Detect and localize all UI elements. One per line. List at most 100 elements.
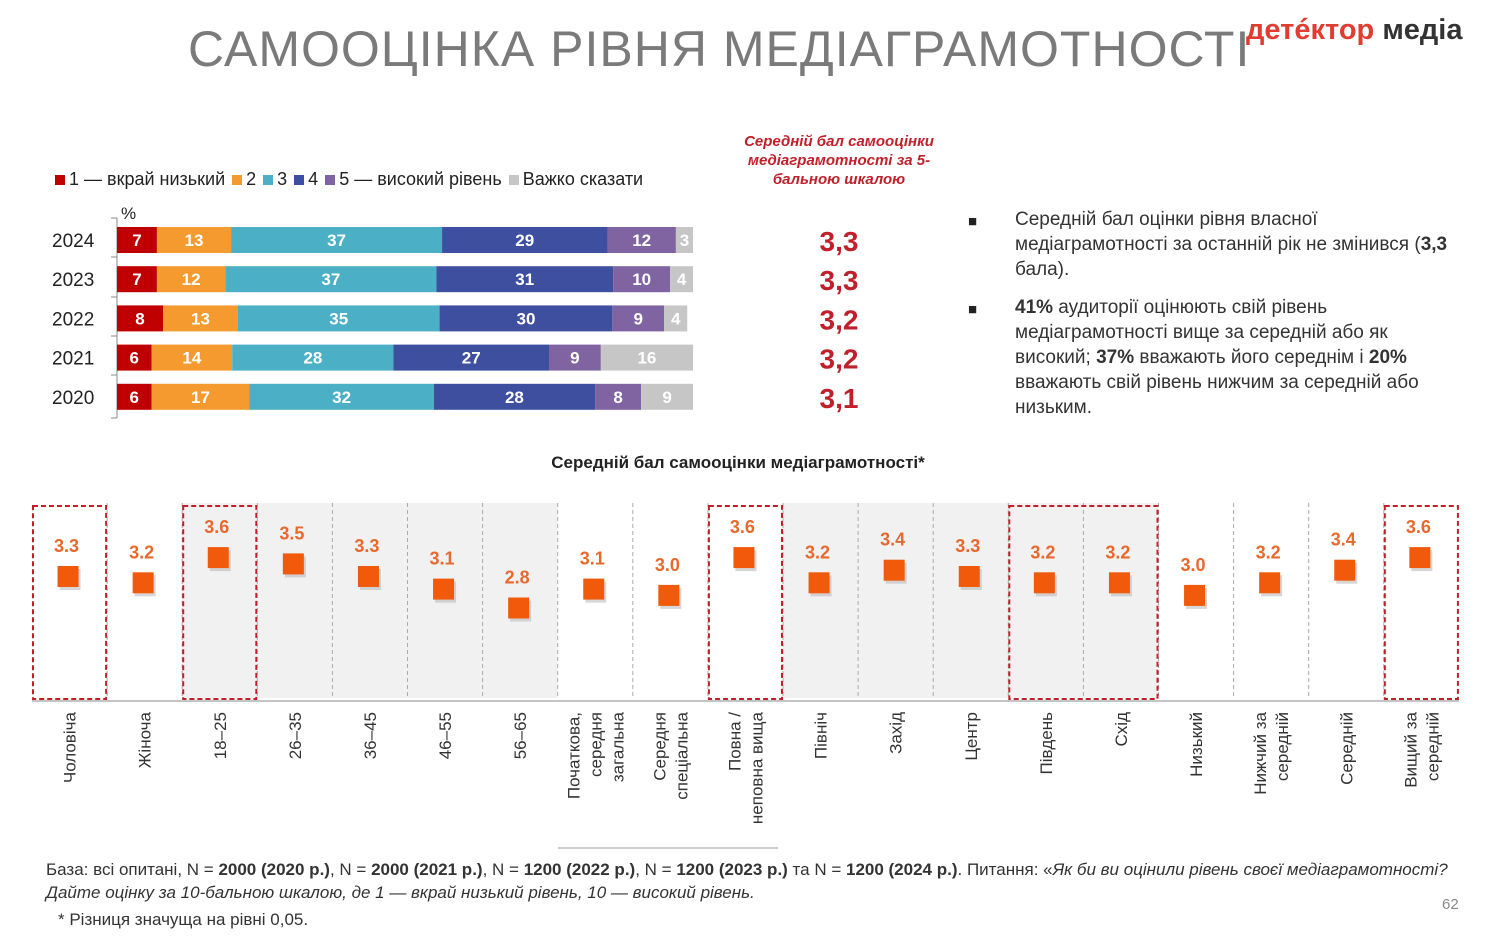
significance-highlight bbox=[707, 505, 784, 700]
column-band bbox=[1008, 503, 1084, 698]
significance-note: * Різниця значуща на рівні 0,05. bbox=[58, 910, 309, 929]
category-label-line: 26–35 bbox=[286, 712, 305, 759]
legend-item: 3 bbox=[263, 169, 287, 190]
year-label: 2023 bbox=[52, 270, 94, 291]
year-label: 2021 bbox=[52, 349, 94, 370]
legend-label: 3 bbox=[277, 169, 288, 189]
column-band bbox=[783, 503, 859, 698]
score-point bbox=[808, 572, 830, 594]
score-point bbox=[132, 572, 154, 594]
bar-value-label: 12 bbox=[632, 231, 651, 250]
bar-value-label: 8 bbox=[613, 388, 622, 407]
bar-segment bbox=[249, 383, 434, 410]
bar-value-label: 7 bbox=[132, 270, 141, 289]
bar-value-label: 8 bbox=[135, 309, 144, 328]
bar-value-label: 37 bbox=[321, 270, 340, 289]
score-label: 2.8 bbox=[505, 568, 530, 588]
average-score-value: 3,3 bbox=[820, 265, 859, 296]
bar-segment bbox=[670, 266, 693, 293]
score-label: 3.3 bbox=[354, 536, 379, 556]
category-label-line: Північ bbox=[812, 712, 831, 759]
legend-swatch bbox=[294, 174, 305, 185]
category-label-line: Нижчий за bbox=[1251, 711, 1270, 794]
category-label: 26–35 bbox=[286, 712, 305, 759]
category-label-line: Середня bbox=[650, 712, 669, 781]
bar-value-label: 37 bbox=[327, 231, 346, 250]
score-point bbox=[1409, 547, 1431, 569]
bar-segment bbox=[664, 305, 688, 332]
score-point bbox=[207, 547, 229, 569]
category-label: Середня спеціальна bbox=[650, 711, 691, 799]
average-score-value: 3,2 bbox=[820, 304, 859, 335]
score-label: 3.2 bbox=[1105, 542, 1130, 562]
text-fragment: аудиторії оцінюють свій рівень медіаграм… bbox=[1015, 297, 1388, 368]
bar-value-label: 16 bbox=[637, 349, 656, 368]
legend-label: 5 — високий рівень bbox=[339, 169, 502, 189]
text-fragment: , N = bbox=[482, 860, 524, 879]
text-fragment: 41% bbox=[1015, 297, 1054, 318]
category-label-line: Середній bbox=[1337, 712, 1356, 785]
text-fragment: 20% bbox=[1368, 347, 1407, 368]
column-band bbox=[182, 503, 258, 698]
bar-value-label: 7 bbox=[132, 231, 141, 250]
bar-segment bbox=[607, 227, 676, 253]
score-label: 3.4 bbox=[880, 530, 905, 550]
column-band bbox=[332, 503, 408, 698]
text-fragment: База: всі опитані, N = bbox=[46, 860, 219, 879]
bar-value-label: 6 bbox=[130, 388, 139, 407]
category-label-line: середній bbox=[1423, 712, 1442, 781]
bar-segment bbox=[393, 344, 549, 371]
score-label: 3.2 bbox=[1030, 542, 1055, 562]
category-label: Жіноча bbox=[136, 711, 155, 768]
finding-bullet: ■ Середній бал оцінки рівня власної медіа… bbox=[968, 207, 1468, 282]
category-label: 36–45 bbox=[361, 712, 380, 759]
category-label-line: Жіноча bbox=[136, 711, 155, 768]
significance-highlight bbox=[1008, 505, 1159, 700]
bar-segment bbox=[600, 344, 693, 371]
score-point bbox=[1108, 572, 1130, 594]
category-label: Повна / неповна вища bbox=[725, 711, 766, 824]
score-point bbox=[1334, 559, 1356, 581]
bar-value-label: 35 bbox=[329, 309, 348, 328]
significance-highlight bbox=[32, 505, 108, 700]
category-label-line: Початкова, bbox=[564, 712, 583, 799]
category-label: Чоловіча bbox=[61, 711, 80, 783]
category-label-line: Схід bbox=[1112, 712, 1131, 747]
category-label: Захід bbox=[887, 712, 906, 754]
category-label: Низький bbox=[1187, 712, 1206, 777]
logo-part-media: медіа bbox=[1382, 14, 1463, 46]
text-fragment: Середній бал оцінки рівня власної медіаг… bbox=[1015, 209, 1421, 255]
base-note: База: всі опитані, N = 2000 (2020 р.), N… bbox=[46, 858, 1466, 904]
bar-segment bbox=[436, 266, 614, 293]
score-label: 3.3 bbox=[54, 536, 79, 556]
score-point bbox=[357, 566, 379, 587]
bar-value-label: 30 bbox=[516, 309, 535, 328]
category-label: Південь bbox=[1037, 712, 1056, 775]
text-fragment: та N = bbox=[787, 860, 846, 879]
bar-segment bbox=[151, 344, 233, 371]
text-fragment: бала). bbox=[1015, 259, 1070, 280]
category-label-line: Чоловіча bbox=[61, 711, 80, 783]
text-fragment: 37% bbox=[1096, 347, 1135, 368]
legend-label: 4 bbox=[308, 169, 319, 189]
text-fragment: 1200 (2024 р.) bbox=[845, 860, 958, 879]
category-label-line: середній bbox=[1273, 712, 1292, 781]
significance-highlight bbox=[1383, 505, 1459, 700]
score-label: 3.2 bbox=[129, 542, 154, 562]
legend-swatch bbox=[508, 174, 519, 185]
score-label: 3.3 bbox=[955, 536, 980, 556]
bar-value-label: 6 bbox=[130, 349, 139, 368]
average-score-value: 3,1 bbox=[820, 383, 859, 414]
score-label: 3.1 bbox=[430, 549, 455, 569]
bar-segment bbox=[641, 383, 693, 410]
column-band bbox=[858, 503, 934, 698]
category-label: Початкова, середня загальна bbox=[564, 711, 627, 799]
bar-segment bbox=[612, 305, 665, 332]
text-fragment: вважають його середнім і bbox=[1134, 347, 1369, 368]
score-label: 3.2 bbox=[805, 542, 830, 562]
bar-segment bbox=[117, 383, 152, 410]
legend-item: Важко сказати bbox=[508, 169, 643, 190]
bar-value-label: 3 bbox=[680, 231, 689, 250]
score-point bbox=[883, 559, 905, 581]
